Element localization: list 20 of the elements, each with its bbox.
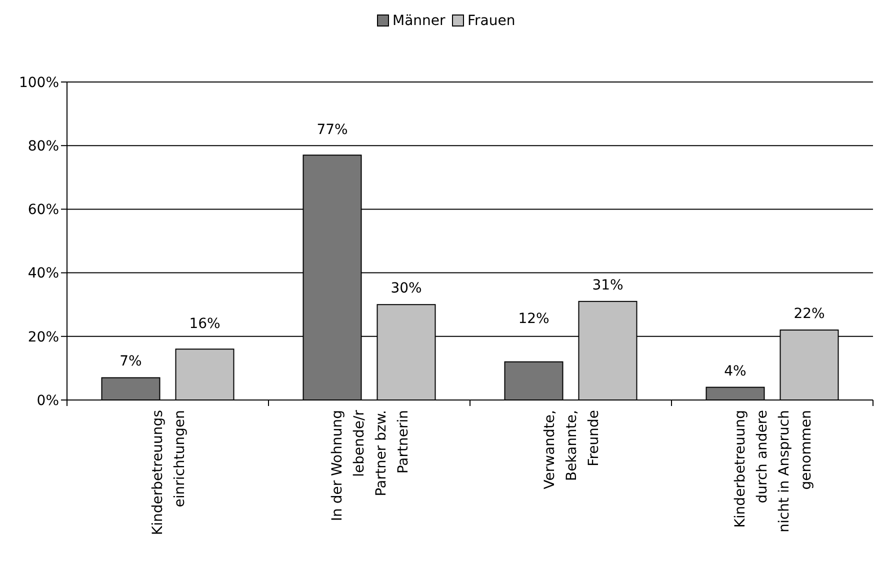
data-label: 4% (724, 363, 746, 380)
data-label: 16% (189, 316, 220, 332)
data-label: 12% (518, 310, 550, 327)
data-label: 22% (794, 306, 825, 322)
legend-label: Männer (392, 13, 446, 29)
y-tick-label: 60% (28, 202, 59, 218)
x-tick-label: In der Wohnung lebende/r Partner bzw. Partnerin (329, 410, 412, 522)
y-tick-label: 100% (18, 74, 59, 91)
y-tick-label: 0% (36, 392, 59, 409)
x-tick-label: Kinderbetreuung durch andere nicht in Anspruch genommen (732, 410, 814, 532)
data-label: 7% (120, 354, 142, 370)
data-label: 30% (390, 280, 422, 297)
y-tick-label: 20% (28, 329, 59, 346)
y-tick-label: 40% (28, 266, 59, 282)
data-label: 31% (592, 277, 624, 294)
legend-label: Frauen (468, 13, 516, 29)
data-label: 77% (316, 122, 348, 138)
y-tick-label: 80% (28, 138, 59, 154)
x-tick-label: Kinderbetreuungs einrichtungen (150, 410, 188, 536)
x-tick-label: Verwandte, Bekannte, Freunde (542, 410, 602, 490)
